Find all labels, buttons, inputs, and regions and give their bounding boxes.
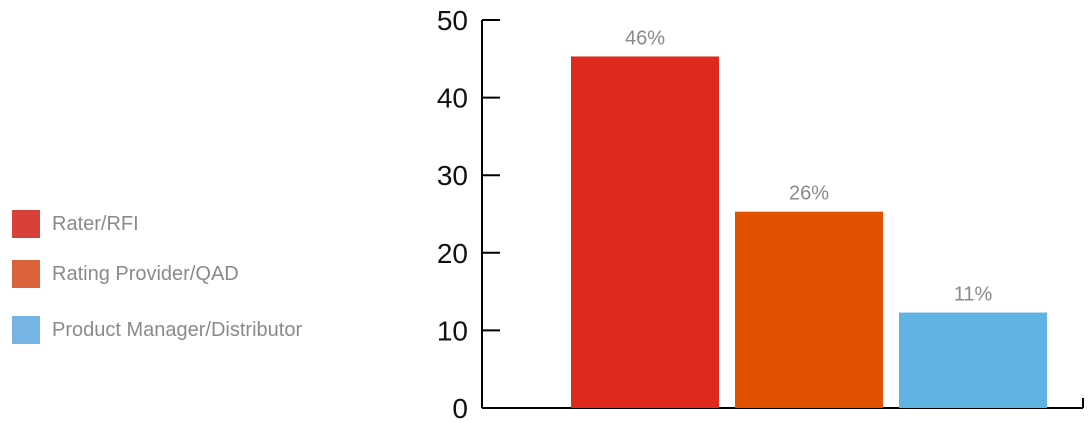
legend-swatch [12,260,40,288]
data-label: 46% [625,27,665,49]
data-label: 11% [954,284,993,306]
legend-label: Rating Provider/QAD [52,262,239,285]
bar-rating-provider-qad [735,211,883,408]
legend-label: Rater/RFI [52,212,139,235]
y-tick-label: 20 [437,238,468,269]
legend-item-rating-provider: Rating Provider/QAD [12,260,239,288]
legend-label: Product Manager/Distributor [52,318,303,341]
legend-item-product-manager: Product Manager/Distributor [12,316,302,344]
bar-product-manager-distributor [899,312,1047,408]
bars [571,56,1047,409]
legend-swatch [12,316,40,344]
legend-swatch [12,210,40,238]
y-ticks: 0 10 20 30 40 50 [437,5,500,423]
y-tick-label: 0 [452,393,468,423]
bar-rater-rfi [571,56,719,409]
y-tick-label: 50 [437,5,468,36]
y-tick-label: 40 [437,83,468,114]
data-label: 26% [789,183,829,205]
legend-item-rater: Rater/RFI [12,210,139,238]
data-labels: 46% 26% 11% [625,27,993,305]
y-tick-label: 10 [437,315,468,346]
y-tick-label: 30 [437,160,468,191]
